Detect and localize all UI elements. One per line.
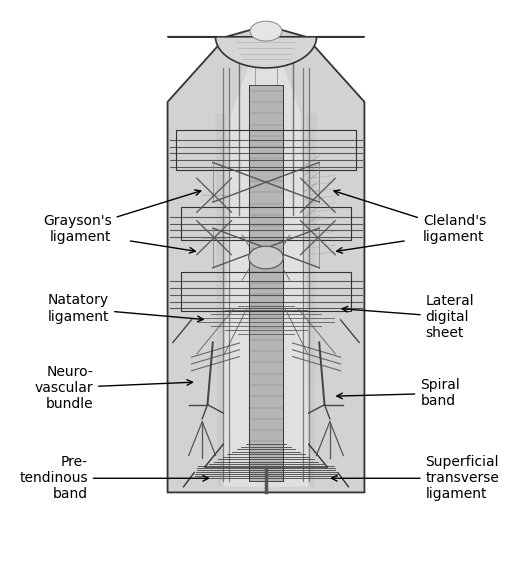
Text: Grayson's
ligament: Grayson's ligament [43, 190, 201, 245]
Polygon shape [221, 48, 311, 487]
Polygon shape [168, 37, 364, 68]
Text: Neuro-
vascular
bundle: Neuro- vascular bundle [35, 365, 193, 411]
Text: Pre-
tendinous
band: Pre- tendinous band [19, 455, 209, 501]
Text: Cleland's
ligament: Cleland's ligament [334, 190, 486, 245]
Polygon shape [215, 113, 226, 487]
Ellipse shape [248, 246, 283, 269]
Polygon shape [168, 25, 364, 492]
Polygon shape [306, 113, 317, 487]
Text: Natatory
ligament: Natatory ligament [47, 293, 203, 324]
Text: Superficial
transverse
ligament: Superficial transverse ligament [331, 455, 500, 501]
Ellipse shape [250, 22, 282, 41]
Text: Spiral
band: Spiral band [337, 378, 460, 409]
Text: Lateral
digital
sheet: Lateral digital sheet [342, 294, 474, 340]
Polygon shape [249, 85, 283, 481]
